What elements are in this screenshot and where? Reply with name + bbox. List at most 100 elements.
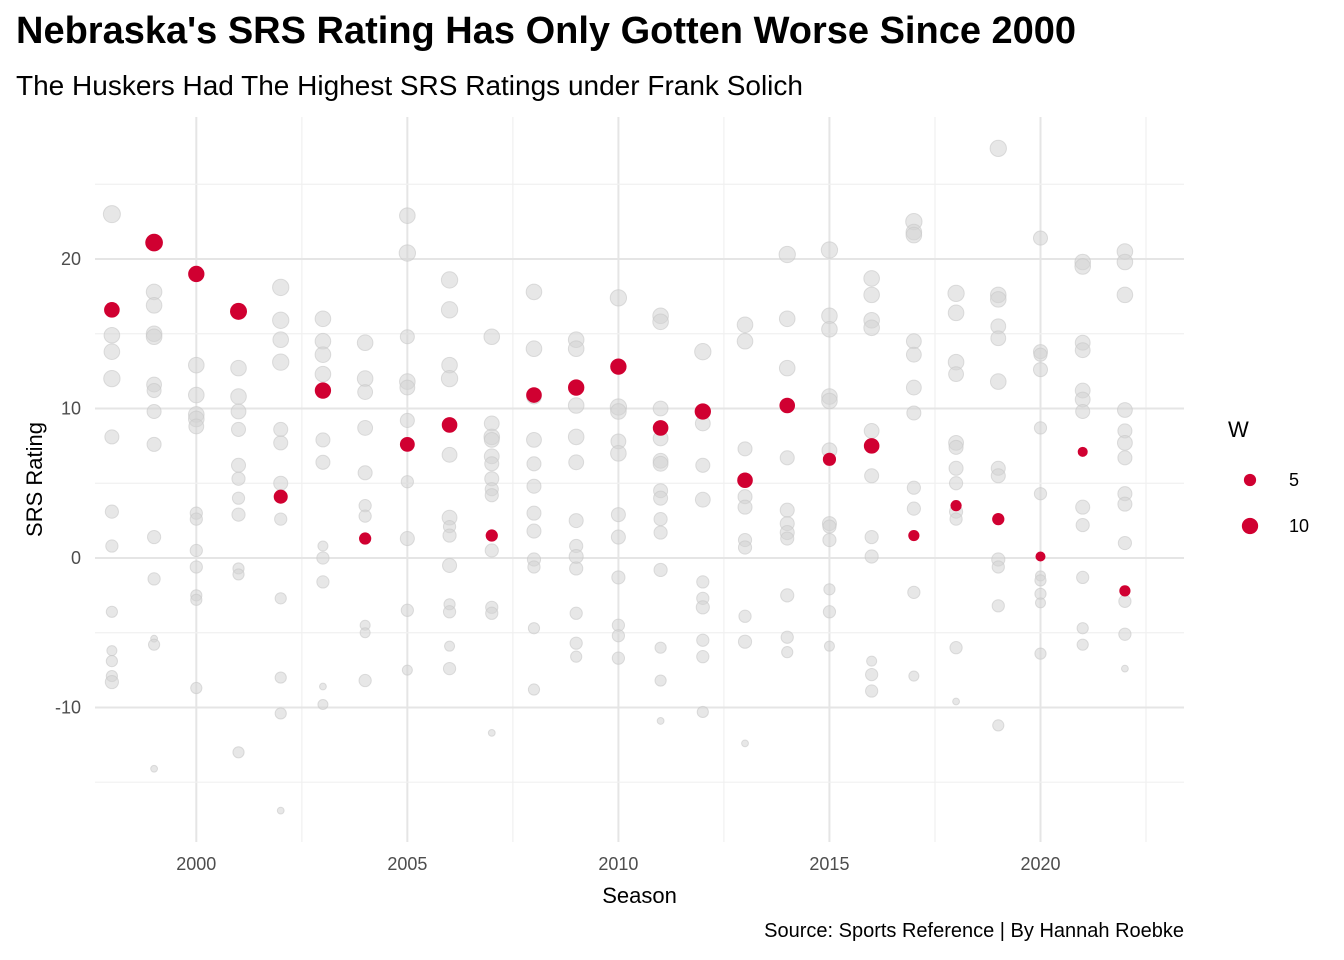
other-team-point <box>695 457 711 473</box>
nebraska-point <box>779 397 796 414</box>
y-tick-label: -10 <box>55 697 81 717</box>
other-team-point <box>737 441 753 457</box>
other-team-point <box>694 343 712 361</box>
other-team-point <box>359 627 371 639</box>
nebraska-point <box>610 358 627 375</box>
other-team-point <box>737 540 753 555</box>
other-team-point <box>905 226 923 244</box>
other-team-point <box>319 682 327 691</box>
nebraska-point <box>314 382 332 399</box>
other-team-point <box>947 284 965 303</box>
other-team-point <box>778 245 796 264</box>
other-team-point <box>823 640 835 652</box>
other-team-point <box>779 502 795 518</box>
other-team-point <box>654 641 667 654</box>
legend-label: 5 <box>1289 470 1299 490</box>
other-team-point <box>230 421 247 437</box>
other-team-point <box>990 468 1006 484</box>
other-team-point <box>1116 253 1134 271</box>
y-axis-title: SRS Rating <box>22 422 47 537</box>
other-team-point <box>905 346 922 363</box>
other-team-point <box>103 343 121 360</box>
other-team-point <box>273 435 289 451</box>
nebraska-point <box>273 489 288 504</box>
other-team-point <box>274 707 287 720</box>
other-team-point <box>230 403 247 420</box>
other-team-point <box>567 397 585 414</box>
other-team-point <box>231 507 246 522</box>
other-team-point <box>526 505 542 521</box>
other-team-point <box>949 641 963 655</box>
other-team-point <box>1075 403 1091 420</box>
other-team-point <box>1032 230 1049 246</box>
nebraska-point <box>950 500 962 512</box>
nebraska-point <box>694 403 711 420</box>
other-team-point <box>398 244 417 262</box>
other-team-point <box>1117 535 1132 551</box>
other-team-point <box>864 549 879 564</box>
other-team-point <box>230 457 247 473</box>
x-tick-label: 2010 <box>598 854 638 874</box>
other-team-point <box>863 270 880 287</box>
other-team-point <box>399 379 416 396</box>
other-team-point <box>611 651 626 665</box>
other-team-point <box>906 405 922 421</box>
other-team-point <box>272 278 290 297</box>
other-team-point <box>1033 347 1048 362</box>
nebraska-point <box>992 512 1005 526</box>
grid-layer <box>95 117 1184 842</box>
other-team-point <box>525 340 543 358</box>
other-team-point <box>444 640 456 652</box>
other-team-point <box>864 529 879 545</box>
other-team-point <box>317 698 329 710</box>
other-team-point <box>150 764 158 773</box>
other-team-point <box>314 365 332 383</box>
other-team-point <box>947 304 965 322</box>
other-team-point <box>990 330 1007 347</box>
other-team-point <box>316 551 330 565</box>
other-team-point <box>865 684 879 698</box>
other-team-point <box>274 512 288 526</box>
other-team-point <box>569 606 583 620</box>
legend-key-5 <box>1243 473 1257 487</box>
other-team-point <box>906 480 921 495</box>
other-team-point <box>778 310 796 328</box>
other-team-point <box>610 403 627 420</box>
other-team-point <box>146 403 162 420</box>
other-team-point <box>609 289 628 307</box>
other-team-point <box>316 575 330 589</box>
other-team-point <box>610 529 626 545</box>
nebraska-point <box>863 438 880 454</box>
other-team-point <box>483 431 500 448</box>
other-team-point <box>106 645 118 657</box>
other-team-point <box>905 333 922 350</box>
other-team-point <box>652 313 669 331</box>
other-team-point <box>104 504 119 519</box>
other-team-point <box>399 329 415 345</box>
other-team-point <box>863 286 880 304</box>
other-team-point <box>1118 594 1132 608</box>
other-team-point <box>1116 402 1133 418</box>
other-team-point <box>1121 664 1129 673</box>
other-team-point <box>570 650 583 663</box>
other-team-point <box>147 529 162 545</box>
nebraska-point <box>359 532 372 545</box>
legend: W 5 10 <box>1228 417 1309 536</box>
nebraska-point <box>230 302 248 320</box>
other-team-point <box>527 560 541 574</box>
other-team-point <box>526 478 542 494</box>
other-team-point <box>273 475 289 491</box>
other-team-point <box>653 562 668 578</box>
other-team-point <box>696 650 710 664</box>
other-team-point <box>696 633 710 647</box>
other-team-point <box>400 603 414 617</box>
other-team-point <box>907 585 921 599</box>
other-team-point <box>527 622 541 635</box>
other-team-point <box>822 519 837 534</box>
other-team-point <box>1034 647 1047 660</box>
x-axis-title: Season <box>602 883 677 908</box>
nebraska-point <box>485 529 498 542</box>
other-team-point <box>315 432 331 448</box>
nebraska-point <box>822 452 837 466</box>
